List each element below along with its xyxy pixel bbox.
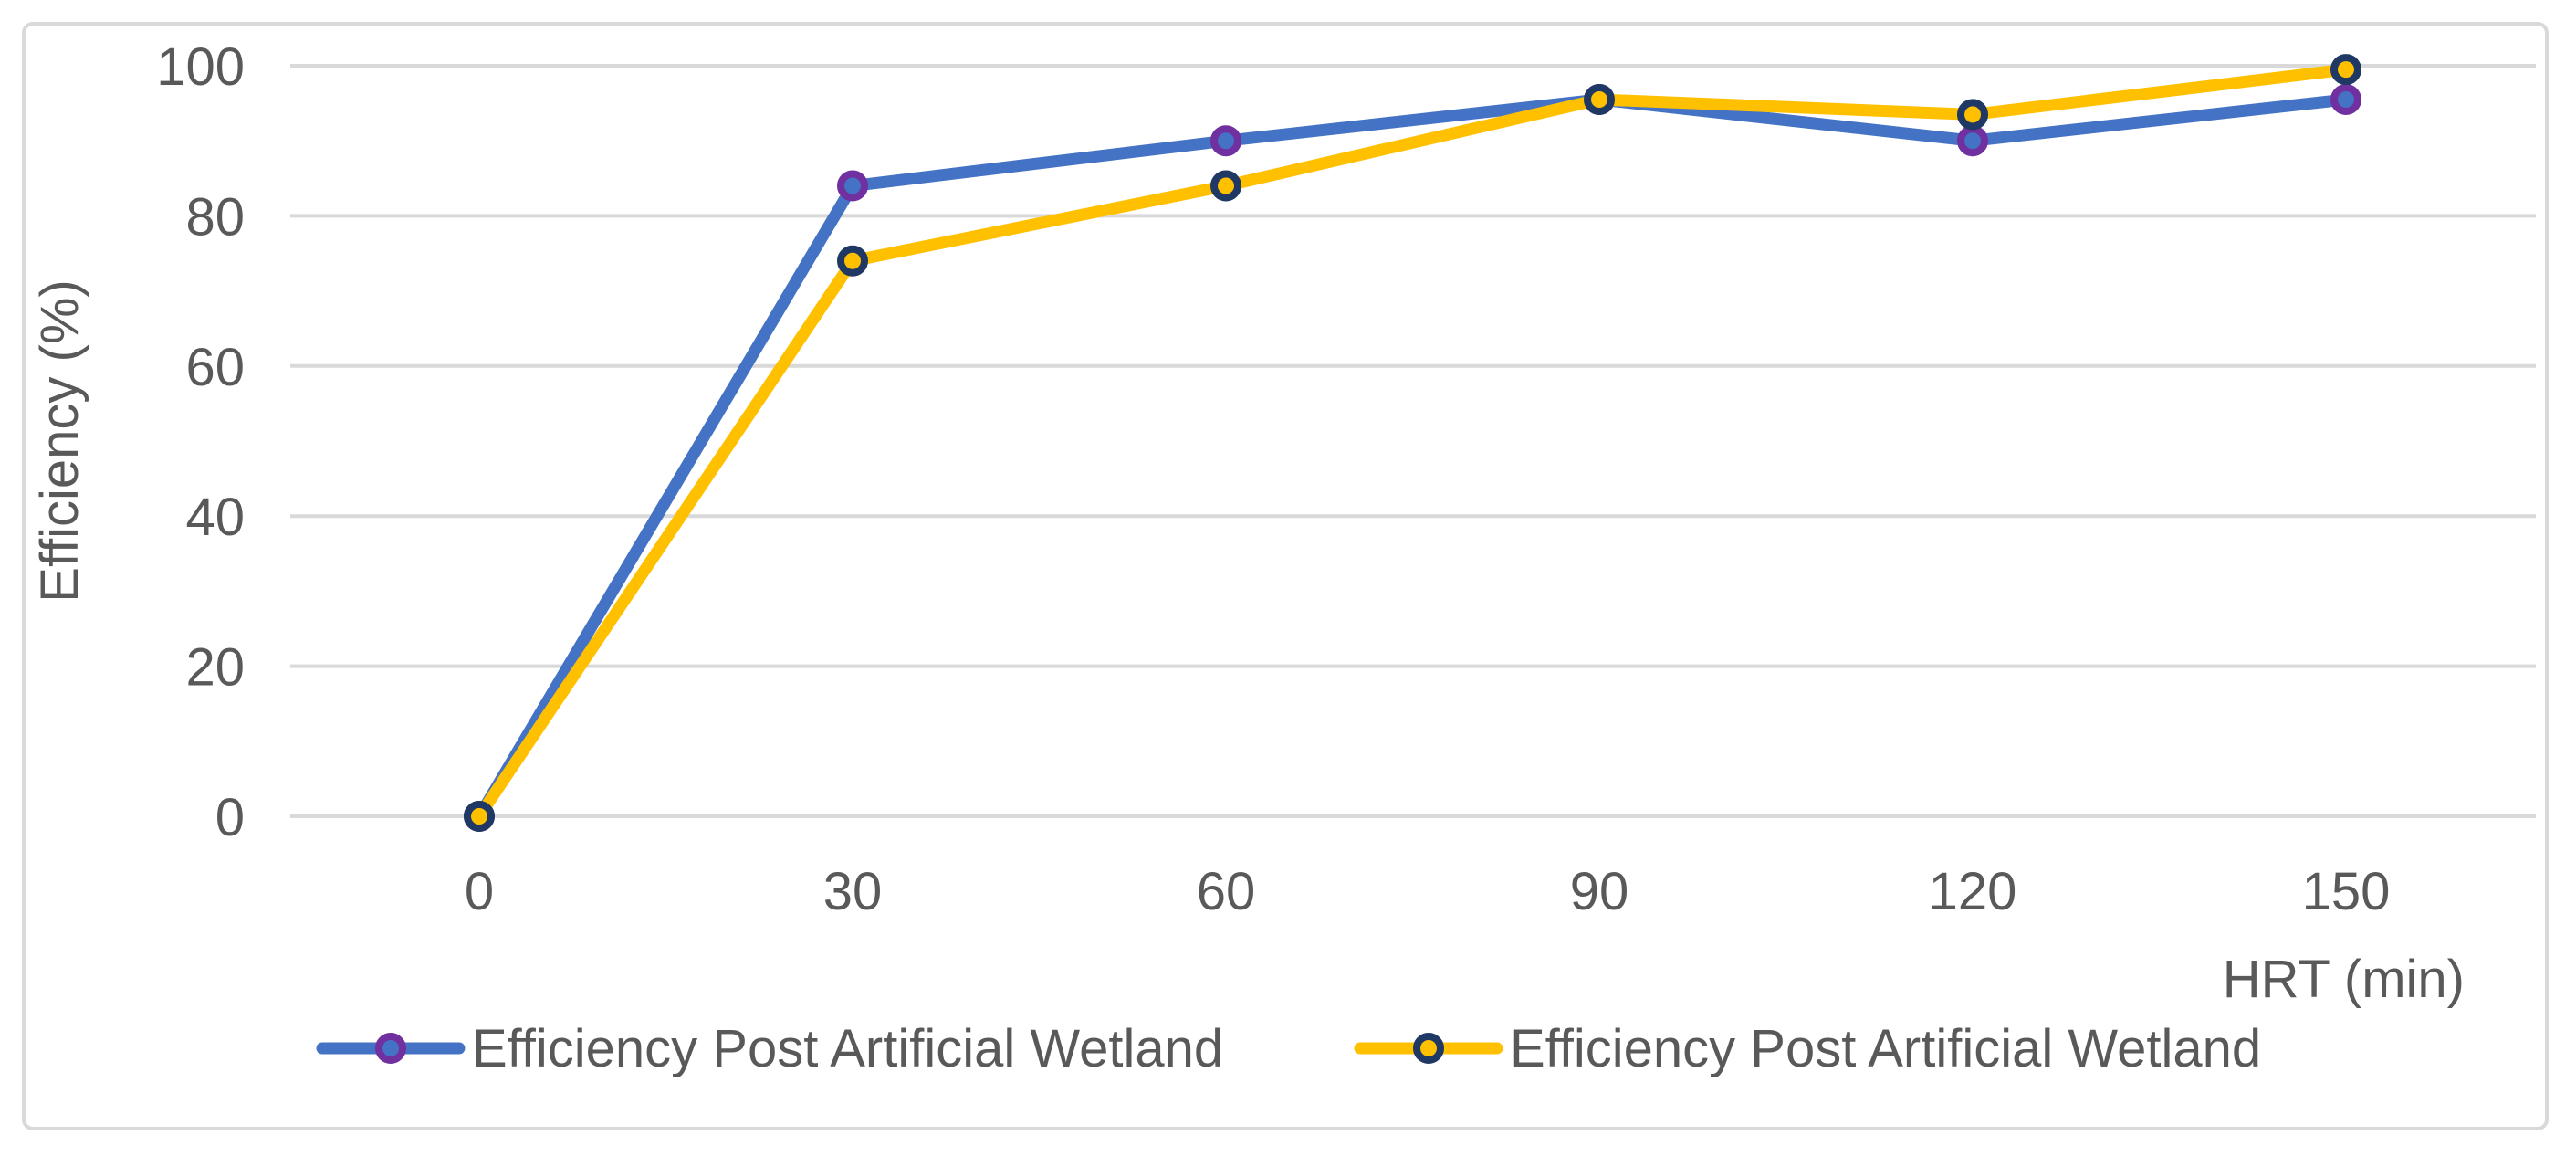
legend-marker-swatch [1413, 1033, 1444, 1064]
gridlines [290, 64, 2536, 818]
data-point-marker [464, 801, 495, 832]
legend-marker-swatch [375, 1033, 406, 1064]
x-tick-label-90: 90 [1570, 862, 1629, 921]
y-tick-label-40: 40 [185, 488, 245, 547]
y-tick-label-0: 0 [215, 788, 245, 847]
legend-item: Efficiency Post Artificial Wetland [1354, 1019, 2261, 1078]
legend-label: Efficiency Post Artificial Wetland [1510, 1019, 2261, 1078]
x-tick-label-60: 60 [1197, 862, 1256, 921]
legend-item: Efficiency Post Artificial Wetland [316, 1019, 1223, 1078]
x-axis-title: HRT (min) [2223, 950, 2465, 1009]
data-point-marker [837, 170, 868, 202]
y-axis-tick-labels: 0 20 40 60 80 100 [156, 37, 245, 847]
data-point-marker [1210, 125, 1241, 157]
chart-frame [22, 22, 2549, 1130]
data-point-marker [2330, 54, 2361, 86]
data-point-marker [837, 245, 868, 277]
data-point-marker [2330, 83, 2361, 115]
x-tick-label-30: 30 [823, 862, 883, 921]
x-tick-label-0: 0 [465, 862, 494, 921]
data-point-marker [1957, 125, 1988, 157]
x-tick-label-120: 120 [1929, 862, 2017, 921]
data-point-marker [1210, 170, 1241, 202]
series-line [473, 63, 2352, 823]
legend-label: Efficiency Post Artificial Wetland [472, 1019, 1223, 1078]
y-tick-label-60: 60 [185, 338, 245, 397]
y-tick-label-80: 80 [185, 187, 245, 247]
y-axis-title: Efficiency (%) [30, 279, 89, 602]
series-yellow [464, 54, 2361, 832]
x-tick-label-150: 150 [2302, 862, 2391, 921]
series-line [473, 93, 2352, 823]
y-tick-label-100: 100 [156, 37, 245, 97]
y-tick-label-20: 20 [185, 638, 245, 698]
data-series [464, 54, 2361, 832]
data-point-marker [1957, 99, 1988, 131]
x-axis-tick-labels: 0 30 60 90 120 150 [465, 862, 2391, 921]
legend: Efficiency Post Artificial Wetland Effici… [316, 1019, 2261, 1078]
chart-border [22, 22, 2549, 1130]
data-point-marker [1584, 83, 1615, 115]
